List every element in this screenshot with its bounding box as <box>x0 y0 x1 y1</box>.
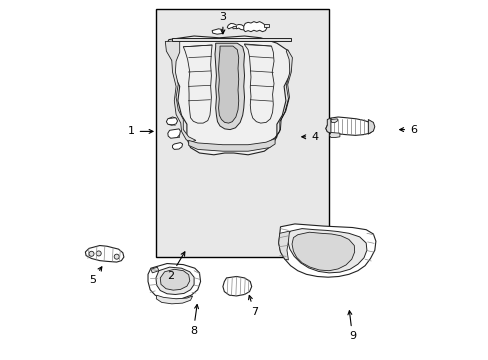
Polygon shape <box>269 50 292 141</box>
Polygon shape <box>215 43 244 130</box>
Polygon shape <box>172 38 291 41</box>
Polygon shape <box>287 229 366 273</box>
Polygon shape <box>148 264 200 300</box>
Polygon shape <box>244 22 266 32</box>
Polygon shape <box>212 29 223 34</box>
Polygon shape <box>172 143 182 149</box>
Text: 1: 1 <box>127 126 153 136</box>
Polygon shape <box>160 269 189 290</box>
Bar <box>156 9 328 257</box>
Circle shape <box>96 251 101 256</box>
Polygon shape <box>151 267 159 273</box>
Polygon shape <box>171 130 179 137</box>
Text: 9: 9 <box>347 311 355 341</box>
Polygon shape <box>329 132 339 138</box>
Polygon shape <box>167 129 180 138</box>
Polygon shape <box>156 295 192 304</box>
Polygon shape <box>156 267 194 294</box>
Text: 3: 3 <box>219 12 226 34</box>
Polygon shape <box>278 224 375 277</box>
Text: 2: 2 <box>167 252 184 281</box>
Polygon shape <box>167 36 291 155</box>
Text: 4: 4 <box>301 132 318 142</box>
Text: 6: 6 <box>399 125 416 135</box>
Text: 8: 8 <box>189 305 198 336</box>
Polygon shape <box>325 117 373 135</box>
Polygon shape <box>165 40 196 142</box>
Text: 5: 5 <box>89 267 102 285</box>
Polygon shape <box>223 276 251 296</box>
Polygon shape <box>325 118 330 133</box>
Polygon shape <box>291 232 354 271</box>
Polygon shape <box>330 119 337 122</box>
Circle shape <box>89 251 94 256</box>
Polygon shape <box>227 23 244 30</box>
Polygon shape <box>264 24 268 27</box>
Polygon shape <box>244 44 273 123</box>
Polygon shape <box>278 231 289 260</box>
Circle shape <box>114 254 119 259</box>
Polygon shape <box>218 46 238 123</box>
Polygon shape <box>166 117 177 125</box>
Polygon shape <box>183 45 212 123</box>
Text: 7: 7 <box>248 296 257 317</box>
Polygon shape <box>85 246 123 262</box>
Polygon shape <box>188 139 275 151</box>
Polygon shape <box>232 26 236 29</box>
Polygon shape <box>367 120 374 134</box>
